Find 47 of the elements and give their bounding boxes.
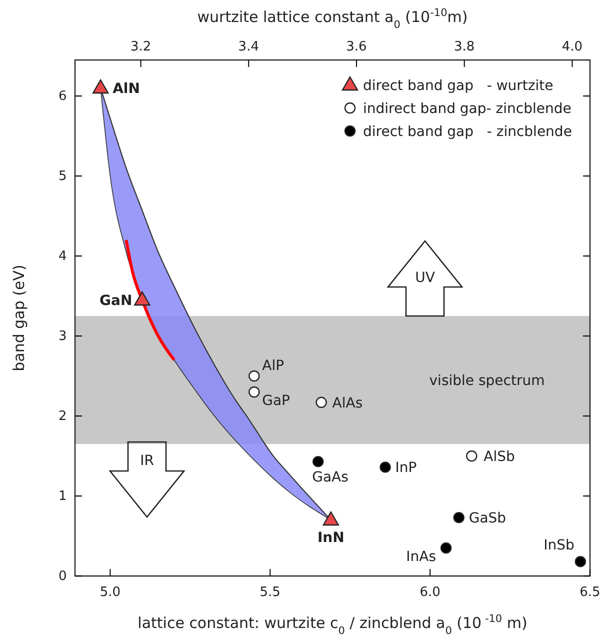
y-tick-label: 0: [58, 569, 67, 584]
point: [92, 79, 109, 94]
y-tick-label: 6: [58, 89, 67, 104]
annotation: AlN: [112, 81, 140, 97]
annotation: IR: [140, 453, 154, 469]
annotation: GaSb: [468, 510, 506, 527]
annotation: AlSb: [484, 449, 515, 465]
y-tick-label: 5: [58, 169, 67, 184]
annotation: AlP: [262, 358, 284, 374]
annotation: InSb: [544, 538, 575, 554]
annotation: UV: [415, 270, 436, 286]
x2-tick-label: 3.6: [346, 40, 367, 54]
point: [316, 396, 327, 408]
point: [248, 386, 260, 398]
y-tick-label: 4: [58, 249, 67, 264]
x2-tick-label: 4.0: [562, 40, 583, 54]
x2-tick-label: 3.2: [130, 40, 152, 54]
point: [312, 456, 324, 468]
point: [453, 512, 464, 524]
x-axis-title: lattice constant: wurtzite c$_{0}$ / zincblend a$_{0}$ (10 $^{-10}$ m): [138, 613, 528, 637]
y-tick-label: 3: [58, 329, 67, 344]
y-tick-label: 2: [58, 409, 67, 424]
point: [248, 370, 260, 382]
annotation: InAs: [406, 549, 436, 565]
x2-tick-label: 3.4: [238, 40, 259, 54]
y-axis-title: band gap (eV): [10, 264, 28, 372]
point: [380, 462, 391, 473]
annotation: InN: [317, 530, 344, 546]
x-tick-label: 5.5: [260, 584, 280, 600]
band-label: visible spectrum: [429, 373, 545, 389]
legend-label: direct band gap - wurtzite: [363, 78, 554, 94]
point: [574, 556, 586, 568]
legend-label: direct band gap - zincblende: [363, 124, 572, 140]
x-tick-label: 6.0: [420, 584, 440, 600]
point: [134, 291, 150, 306]
y-tick-label: 1: [58, 489, 67, 504]
x-tick-label: 5.0: [100, 584, 121, 600]
annotation: GaN: [100, 293, 132, 309]
annotation: GaAs: [312, 470, 348, 486]
point: [440, 542, 452, 554]
x2-axis-title: wurtzite lattice constant a$_{0}$ (10$^{-10}$m): [197, 7, 468, 31]
legend-label: indirect band gap- zincblende: [363, 101, 572, 117]
annotation: AlAs: [332, 395, 363, 412]
annotation: GaP: [262, 393, 290, 409]
x-tick-label: 6.5: [580, 584, 600, 600]
x2-tick-label: 3.8: [454, 40, 475, 54]
annotation: InP: [395, 460, 417, 476]
